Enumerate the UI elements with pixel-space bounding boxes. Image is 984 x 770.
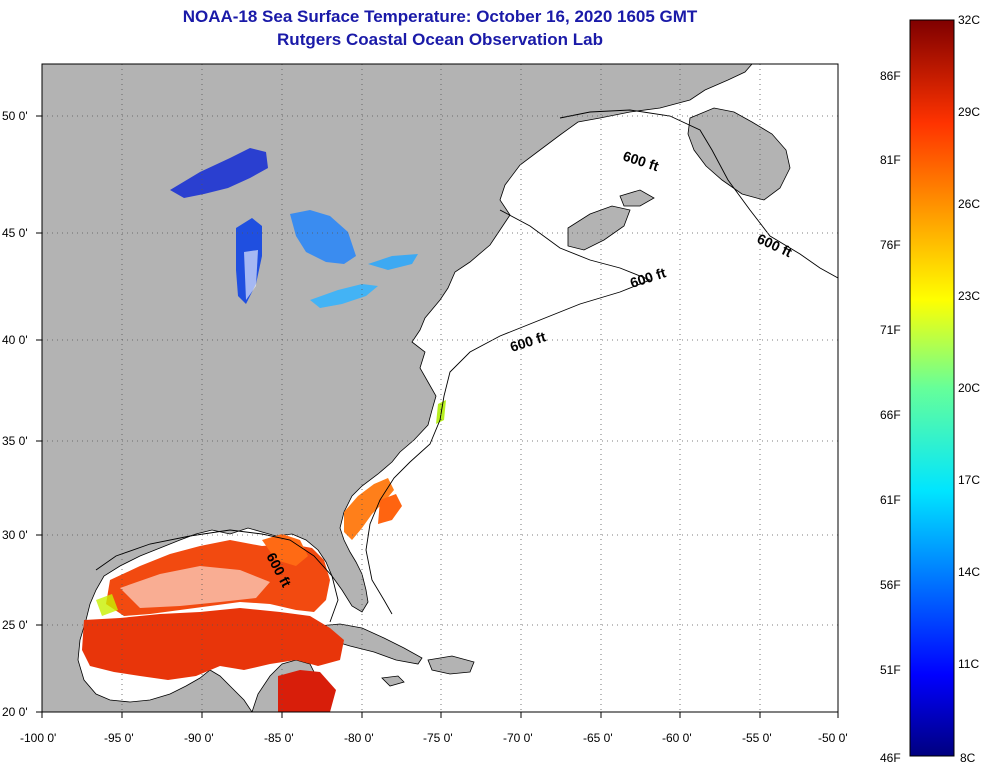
north-america-land bbox=[42, 64, 753, 712]
fahrenheit-label: 66F bbox=[880, 408, 901, 422]
map-title: NOAA-18 Sea Surface Temperature: October… bbox=[182, 7, 698, 26]
lon-label: -65 0' bbox=[583, 731, 613, 745]
fahrenheit-label: 56F bbox=[880, 578, 901, 592]
lat-label: 20 0' bbox=[2, 705, 28, 719]
celsius-label: 26C bbox=[958, 197, 980, 211]
jamaica-island bbox=[381, 675, 405, 687]
longitude-labels: -100 0' -95 0' -90 0' -85 0' -80 0' -75 … bbox=[20, 731, 848, 745]
lon-label: -95 0' bbox=[104, 731, 134, 745]
gulf-of-mexico-sst bbox=[82, 534, 344, 712]
fahrenheit-label: 51F bbox=[880, 663, 901, 677]
graticule bbox=[42, 64, 838, 712]
celsius-label: 14C bbox=[958, 565, 980, 579]
lat-label: 45 0' bbox=[2, 226, 28, 240]
lat-label: 40 0' bbox=[2, 333, 28, 347]
lon-label: -50 0' bbox=[818, 731, 848, 745]
temperature-colorbar bbox=[909, 19, 955, 757]
newfoundland-island bbox=[687, 107, 791, 201]
colorbar-fahrenheit-labels: 86F 81F 76F 71F 66F 61F 56F 51F 46F bbox=[880, 69, 901, 765]
lon-label: -55 0' bbox=[742, 731, 772, 745]
celsius-label: 32C bbox=[958, 13, 980, 27]
lon-label: -100 0' bbox=[20, 731, 56, 745]
fahrenheit-label: 81F bbox=[880, 153, 901, 167]
fahrenheit-label: 46F bbox=[880, 751, 901, 765]
gulf-island bbox=[619, 189, 655, 207]
gulf-stream-sst bbox=[344, 400, 446, 540]
lat-label: 30 0' bbox=[2, 528, 28, 542]
celsius-label: 23C bbox=[958, 289, 980, 303]
axis-ticks bbox=[36, 115, 839, 718]
lat-label: 50 0' bbox=[2, 109, 28, 123]
celsius-label: 17C bbox=[958, 473, 980, 487]
lon-label: -60 0' bbox=[662, 731, 692, 745]
hispaniola-island bbox=[427, 655, 475, 675]
celsius-label: 29C bbox=[958, 105, 980, 119]
celsius-label: 11C bbox=[958, 657, 979, 671]
fahrenheit-label: 71F bbox=[880, 323, 901, 337]
lon-label: -70 0' bbox=[503, 731, 533, 745]
map-subtitle: Rutgers Coastal Ocean Observation Lab bbox=[277, 30, 603, 49]
celsius-label: 20C bbox=[958, 381, 980, 395]
latitude-labels: 50 0' 45 0' 40 0' 35 0' 30 0' 25 0' 20 0… bbox=[2, 109, 28, 719]
lon-label: -75 0' bbox=[423, 731, 453, 745]
lon-label: -85 0' bbox=[264, 731, 294, 745]
celsius-label: 8C bbox=[960, 751, 976, 765]
lon-label: -80 0' bbox=[344, 731, 374, 745]
fahrenheit-label: 61F bbox=[880, 493, 901, 507]
lat-label: 35 0' bbox=[2, 434, 28, 448]
plot-frame bbox=[41, 63, 839, 713]
colorbar-celsius-labels: 32C 29C 26C 23C 20C 17C 14C 11C 8C bbox=[958, 13, 980, 765]
great-lakes-sst bbox=[170, 148, 418, 308]
lat-label: 25 0' bbox=[2, 618, 28, 632]
fahrenheit-label: 86F bbox=[880, 69, 901, 83]
lon-label: -90 0' bbox=[184, 731, 214, 745]
fahrenheit-label: 76F bbox=[880, 238, 901, 252]
isobath-600ft-line bbox=[559, 109, 838, 279]
nova-scotia-land bbox=[567, 205, 631, 251]
